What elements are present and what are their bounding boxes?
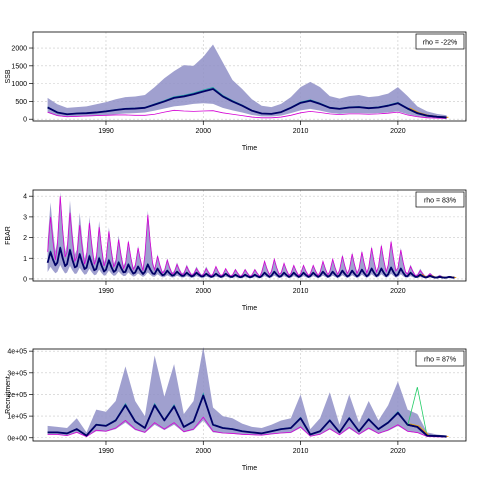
plot-frame bbox=[32, 31, 467, 122]
median-line bbox=[47, 394, 447, 438]
y-tick-label: 4 bbox=[23, 194, 27, 201]
x-tick-label: 2010 bbox=[293, 128, 309, 135]
legend-text: rho = 87% bbox=[424, 357, 456, 364]
iteration-line bbox=[47, 416, 447, 438]
x-axis-title: Time bbox=[242, 305, 257, 312]
legend-box bbox=[415, 350, 465, 367]
y-tick-label: 2000 bbox=[11, 46, 27, 53]
x-tick-label: 2000 bbox=[195, 128, 211, 135]
y-tick-label: 1000 bbox=[11, 81, 27, 88]
y-tick-label: 1500 bbox=[11, 63, 27, 70]
plot-frame bbox=[32, 189, 467, 282]
x-tick-label: 2020 bbox=[390, 128, 406, 135]
legend-box bbox=[415, 33, 465, 50]
x-axis-title: Time bbox=[242, 145, 257, 152]
y-tick-label: 0e+00 bbox=[7, 435, 27, 442]
uncertainty-band bbox=[47, 346, 447, 438]
ssb-panel: 1990 2000 2010 2020 0 500 1000 1500 2000 Time SSB r… bbox=[5, 31, 467, 152]
x-tick-label: 1990 bbox=[98, 128, 114, 135]
y-tick-label: 1e+05 bbox=[7, 414, 27, 421]
x-tick-label: 1990 bbox=[98, 448, 114, 455]
iteration-line bbox=[47, 109, 447, 119]
median-line-tail bbox=[407, 107, 447, 119]
y-axis-title: SSB bbox=[5, 69, 12, 83]
uncertainty-band bbox=[47, 44, 447, 119]
x-axis-title: Time bbox=[242, 465, 257, 472]
y-axis-title: Recruitment bbox=[5, 376, 12, 414]
x-tick-label: 2000 bbox=[195, 288, 211, 295]
y-tick-label: 3e+05 bbox=[7, 370, 27, 377]
x-tick-label: 2010 bbox=[293, 448, 309, 455]
y-tick-label: 500 bbox=[15, 99, 27, 106]
x-tick-label: 2020 bbox=[390, 448, 406, 455]
y-axis-title: FBAR bbox=[5, 226, 12, 245]
y-tick-label: 0 bbox=[23, 276, 27, 283]
y-tick-label: 3 bbox=[23, 214, 27, 221]
median-line bbox=[47, 88, 447, 119]
median-line bbox=[46, 247, 455, 279]
y-tick-label: 1 bbox=[23, 256, 27, 263]
y-tick-label: 2e+05 bbox=[7, 392, 27, 399]
iteration-line bbox=[47, 196, 455, 279]
fbar-panel: 1990 2000 2010 2020 0 1 2 3 4 Time FBAR rho = 83% bbox=[5, 189, 467, 312]
plot-frame bbox=[32, 348, 467, 442]
x-tick-label: 2010 bbox=[293, 288, 309, 295]
x-tick-label: 1990 bbox=[98, 288, 114, 295]
y-tick-label: 2 bbox=[23, 235, 27, 242]
x-tick-label: 2020 bbox=[390, 288, 406, 295]
legend-text: rho = 83% bbox=[424, 198, 456, 205]
x-tick-label: 2000 bbox=[195, 448, 211, 455]
legend-text: rho = -22% bbox=[423, 40, 457, 47]
y-tick-label: 4e+05 bbox=[7, 349, 27, 356]
y-tick-label: 0 bbox=[23, 117, 27, 124]
legend-box bbox=[415, 191, 465, 208]
median-line-tail bbox=[416, 273, 455, 279]
median-line-tail bbox=[407, 423, 447, 438]
recruitment-panel: 1990 2000 2010 2020 0e+00 1e+05 2e+05 3e+05 4e+0… bbox=[5, 346, 467, 472]
